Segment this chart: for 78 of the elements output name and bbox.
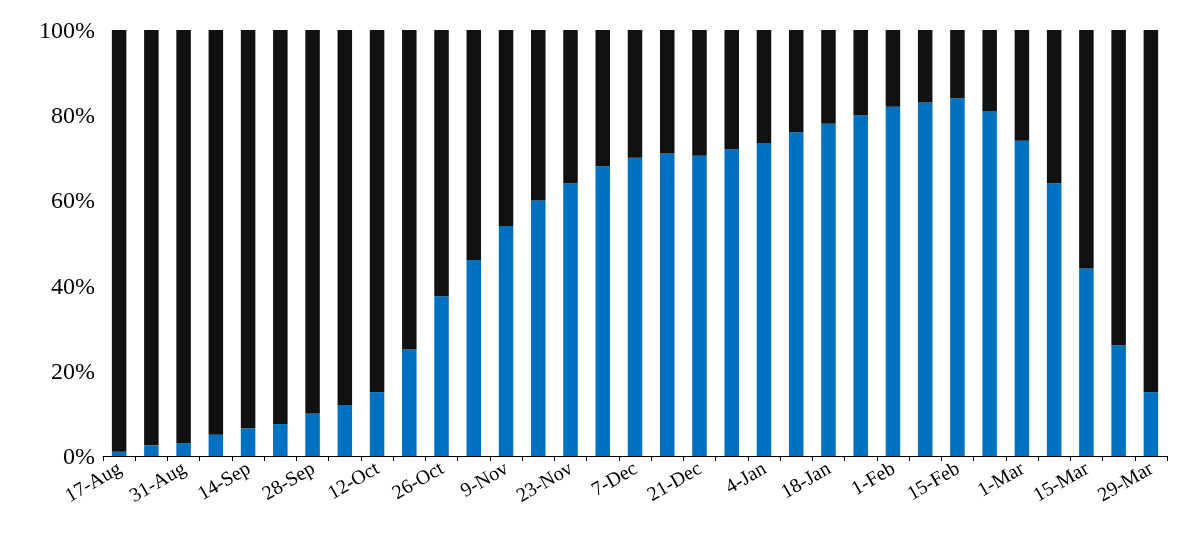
bar (917, 30, 933, 103)
bar (1046, 183, 1062, 456)
bar (1014, 140, 1030, 456)
bar (595, 30, 611, 167)
bar (982, 110, 997, 456)
bar (305, 413, 320, 456)
bar (208, 30, 224, 435)
bar (563, 183, 578, 456)
bar (240, 30, 256, 429)
bar (176, 443, 191, 456)
bar (788, 30, 804, 133)
bar (305, 30, 320, 414)
bar (692, 30, 707, 156)
x-tick-label: 7-Dec (587, 456, 641, 500)
bar (821, 30, 836, 124)
x-tick-label: 1-Feb (847, 456, 899, 499)
bar (402, 30, 417, 350)
y-tick-label: 20% (51, 357, 95, 384)
bar (1111, 30, 1126, 346)
bar (369, 392, 385, 456)
bar (917, 102, 933, 456)
bar (724, 30, 739, 150)
bar (950, 30, 965, 99)
bar (402, 349, 417, 456)
bar (982, 30, 997, 111)
bar (111, 30, 127, 452)
bar (337, 404, 353, 456)
bar (144, 445, 159, 456)
bar (788, 132, 804, 456)
bar (240, 428, 256, 456)
bar (498, 225, 514, 456)
y-tick-label: 40% (51, 272, 95, 299)
bar (659, 153, 675, 456)
bar (885, 106, 901, 456)
x-tick-label: 4-Jan (720, 456, 770, 498)
bar (273, 424, 288, 456)
bar (692, 155, 707, 456)
bar (595, 166, 611, 456)
bar (563, 30, 578, 184)
bar (756, 30, 772, 143)
bar (434, 296, 449, 456)
bar (144, 30, 159, 446)
bar (1143, 392, 1159, 456)
bar (950, 98, 965, 456)
bar (627, 30, 643, 158)
bar (1079, 30, 1094, 269)
bar (111, 451, 127, 456)
bar (434, 30, 449, 297)
bar (1046, 30, 1062, 184)
bar (1079, 268, 1094, 456)
bar (466, 260, 482, 456)
bar (369, 30, 385, 393)
x-tick-label: 9-Nov (456, 456, 512, 502)
bar (337, 30, 353, 405)
bar (821, 123, 836, 456)
y-tick-label: 60% (51, 187, 95, 214)
bar (885, 30, 901, 107)
bar (531, 30, 546, 201)
bar (1014, 30, 1030, 141)
bar (627, 157, 643, 456)
x-tick-label: 1-Mar (973, 456, 1028, 501)
bar (498, 30, 514, 226)
y-tick-label: 80% (51, 102, 95, 129)
bar (756, 142, 772, 456)
bar (466, 30, 482, 261)
bar (853, 30, 868, 116)
bar (1111, 345, 1126, 456)
bar (273, 30, 288, 425)
y-tick-label: 100% (39, 17, 95, 43)
bar (853, 115, 868, 456)
bar (1143, 30, 1159, 393)
bar (659, 30, 675, 154)
x-tick-label: 18-Jan (776, 456, 834, 503)
bar (724, 149, 739, 456)
y-tick-label: 0% (63, 443, 95, 469)
bar (176, 30, 191, 444)
bar (208, 434, 224, 456)
bar (531, 200, 546, 456)
